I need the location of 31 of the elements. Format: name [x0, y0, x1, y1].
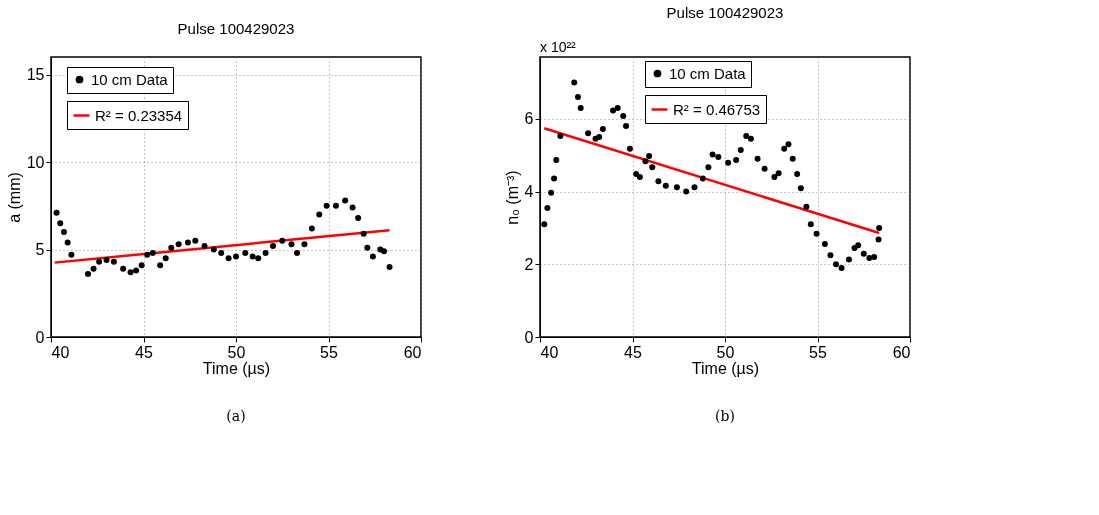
legend-label: R² = 0.23354 — [95, 106, 183, 124]
x-tick-label: 50 — [227, 343, 246, 361]
x-tick-label: 55 — [809, 343, 827, 361]
x-tick-label: 60 — [403, 343, 422, 361]
text: (a) — [226, 408, 246, 424]
x-tick-label: 40 — [51, 343, 70, 361]
chart-title: Pulse 100429023 — [666, 4, 784, 21]
x-tick-label: 45 — [135, 343, 153, 361]
y-tick-label: 0 — [524, 328, 534, 346]
text: x 10²² — [540, 39, 577, 55]
legend-label: R² = 0.46753 — [673, 100, 761, 118]
x-tick-label: 55 — [320, 343, 338, 361]
chart-title: Pulse 100429023 — [177, 20, 295, 37]
y-axis-title: n₀ (m⁻³) — [503, 170, 521, 225]
legend-label: 10 cm Data — [91, 70, 169, 88]
x-tick-label: 50 — [716, 343, 735, 361]
x-tick-label: 60 — [892, 343, 911, 361]
x-axis-title: Time (µs) — [691, 359, 760, 377]
x-tick-label: 40 — [540, 343, 559, 361]
text: (b) — [715, 408, 735, 424]
y-tick-label: 6 — [524, 110, 534, 128]
y-tick-label: 15 — [26, 66, 45, 83]
y-tick-label: 0 — [35, 328, 45, 346]
y-axis-title: a (mm) — [5, 172, 23, 223]
y-tick-label: 2 — [524, 255, 534, 273]
x-axis-title: Time (µs) — [202, 359, 271, 377]
x-tick-label: 45 — [624, 343, 642, 361]
y-tick-label: 10 — [26, 153, 45, 171]
legend-label: 10 cm Data — [669, 64, 747, 82]
y-tick-label: 5 — [35, 241, 45, 258]
y-tick-label: 4 — [524, 183, 534, 201]
